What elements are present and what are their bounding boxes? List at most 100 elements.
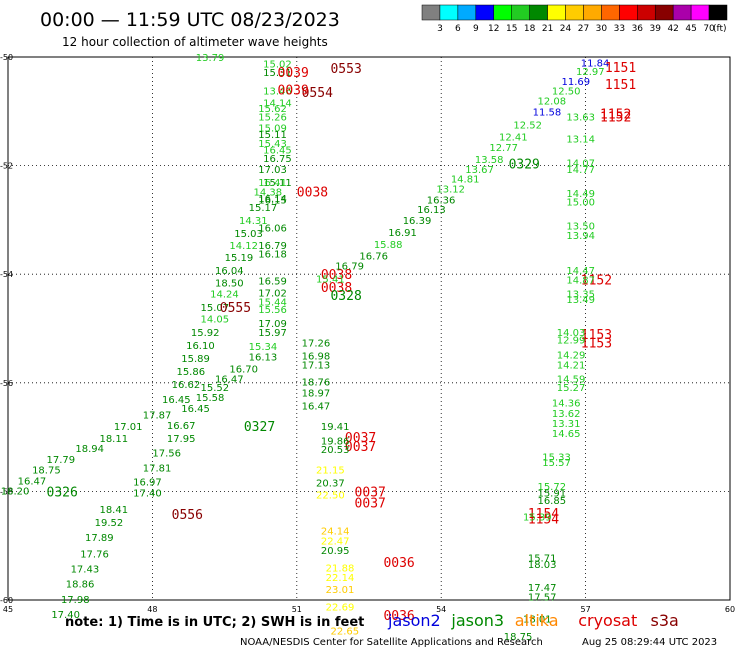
wave-height-label: 16.59 [258, 277, 287, 288]
y-tick-label: -52 [0, 162, 13, 171]
wave-height-label: 18.97 [302, 389, 331, 400]
colorbar-tick-label: 6 [455, 24, 461, 34]
wave-height-label: 18.11 [99, 434, 128, 445]
wave-height-label: 11.84 [581, 58, 610, 69]
y-tick-label: -58 [0, 487, 13, 496]
wave-height-label: 12.08 [537, 96, 566, 107]
wave-height-label: 15.86 [176, 367, 205, 378]
x-tick-label: 45 [3, 605, 13, 614]
pass-time-label: 0039 [278, 66, 309, 81]
wave-height-label: 13.67 [465, 165, 494, 176]
wave-height-label: 20.53 [321, 445, 350, 456]
wave-height-label: 17.13 [302, 360, 331, 371]
colorbar-swatch [439, 4, 459, 21]
pass-time-label: 0039 [278, 84, 309, 99]
legend-entry-jason2: jason2 [387, 611, 441, 630]
wave-height-label: 12.77 [489, 143, 518, 154]
wave-height-label: 17.03 [258, 165, 287, 176]
pass-time-label: 1151 [605, 78, 636, 93]
wave-height-label: 12.97 [576, 67, 605, 78]
wave-height-label: 15.71 [528, 554, 557, 565]
pass-time-label: 0329 [509, 157, 540, 172]
wave-height-label: 16.70 [229, 365, 258, 376]
wave-height-label: 17.01 [114, 422, 143, 433]
wave-height-label: 18.76 [302, 378, 331, 389]
colorbar-swatch [583, 4, 602, 21]
pass-time-label: 0036 [383, 556, 414, 571]
wave-height-label: 13.12 [436, 184, 465, 195]
pass-time-label: 0556 [172, 508, 203, 523]
wave-height-label: 11.58 [533, 107, 562, 118]
wave-height-label: 17.98 [61, 595, 90, 606]
legend-entry-s3a: s3a [651, 611, 679, 630]
pass-time-label: 0038 [297, 186, 328, 201]
wave-height-label: 16.85 [537, 496, 566, 507]
colorbar-swatch [708, 4, 728, 21]
colorbar-swatch [637, 4, 656, 21]
colorbar-swatch [529, 4, 548, 21]
wave-height-label: 16.75 [263, 154, 292, 165]
pass-time-label: 1152 [600, 107, 631, 122]
colorbar-tick-label: 70 [703, 24, 715, 34]
wave-height-label: 15.07 [201, 303, 230, 314]
colorbar-tick-label: 30 [596, 24, 608, 34]
wave-height-label: 17.57 [528, 593, 557, 604]
wave-height-label: 14.65 [552, 429, 581, 440]
colorbar-unit: (ft) [713, 24, 727, 34]
colorbar-tick-label: 27 [578, 24, 589, 34]
colorbar-tick-label: 15 [506, 24, 517, 34]
wave-height-label: 14.31 [239, 216, 268, 227]
colorbar-tick-label: 24 [560, 24, 572, 34]
wave-height-label: 22.65 [330, 626, 359, 637]
wave-height-label: 16.13 [417, 205, 446, 216]
x-tick-label: 48 [147, 605, 157, 614]
wave-height-label: 16.79 [258, 241, 287, 252]
wave-height-label: 18.75 [32, 466, 61, 477]
pass-time-label: 0036 [383, 609, 414, 624]
wave-height-label: 14.24 [210, 290, 239, 301]
colorbar-swatch [690, 4, 710, 21]
wave-height-label: 19.52 [95, 518, 124, 529]
wave-height-label: 12.50 [552, 87, 581, 98]
wave-height-label: 15.39 [523, 512, 552, 523]
wave-height-label: 17.40 [133, 488, 162, 499]
wave-height-label: 17.87 [143, 410, 172, 421]
grid-lines [8, 57, 730, 600]
wave-height-label: 17.09 [258, 319, 287, 330]
wave-height-label: 14.87 [566, 276, 595, 287]
colorbar-swatch [547, 4, 566, 21]
wave-height-label: 16.62 [172, 380, 201, 391]
wave-height-label: 14.49 [566, 189, 595, 200]
colorbar-tick-label: 45 [685, 24, 696, 34]
wave-height-label: 14.47 [566, 266, 595, 277]
wave-height-label: 13.46 [263, 87, 292, 98]
x-tick-labels: 45 48 51 54 57 60 [3, 605, 735, 614]
y-tick-label: -60 [0, 596, 13, 605]
wave-height-label: 14.38 [253, 188, 282, 199]
colorbar-tick-label: 21 [542, 24, 553, 34]
wave-height-label: 16.47 [18, 477, 47, 488]
colorbar-tick-label: 18 [524, 24, 536, 34]
wave-height-label: 15.89 [181, 354, 210, 365]
wave-height-label: 16.13 [249, 353, 278, 364]
wave-height-label: 15.17 [249, 203, 278, 214]
wave-height-label: 19.86 [321, 436, 350, 447]
pass-time-label: 0553 [330, 62, 361, 77]
wave-height-label: 17.43 [71, 565, 100, 576]
colorbar-swatch [601, 4, 620, 21]
pass-time-label: 1152 [581, 274, 612, 289]
y-tick-label: -50 [0, 53, 13, 62]
wave-height-label: 11.69 [562, 77, 591, 88]
wave-height-label: 16.45 [181, 404, 210, 415]
wave-height-label: 16.76 [359, 252, 388, 263]
wave-height-label: 16.47 [215, 374, 244, 385]
colorbar-tick-label: 3 [437, 24, 443, 34]
wave-height-label: 12.99 [557, 335, 586, 346]
wave-height-label: 17.79 [47, 455, 76, 466]
pass-time-label: 0037 [345, 431, 376, 446]
wave-height-label: 21.88 [326, 563, 355, 574]
colorbar-swatch [457, 4, 477, 21]
wave-height-label: 18.75 [504, 632, 533, 643]
wave-height-label: 18.86 [66, 580, 95, 591]
colorbar-tick-label: 42 [667, 24, 678, 34]
